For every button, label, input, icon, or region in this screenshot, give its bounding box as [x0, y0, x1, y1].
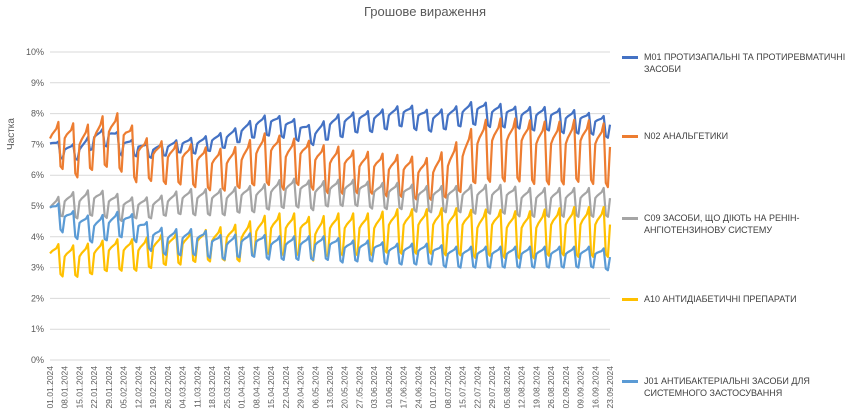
y-tick-label: 10% [26, 47, 44, 57]
y-tick-label: 1% [31, 324, 44, 334]
x-tick-label: 03.06.2024 [369, 366, 379, 409]
y-tick-label: 5% [31, 201, 44, 211]
x-tick-label: 16.09.2024 [590, 366, 600, 409]
x-tick-label: 10.06.2024 [384, 366, 394, 409]
x-tick-label: 08.01.2024 [60, 366, 70, 409]
x-tick-label: 11.03.2024 [192, 366, 202, 408]
x-tick-label: 05.08.2024 [502, 366, 512, 409]
x-tick-label: 29.01.2024 [104, 366, 114, 409]
y-tick-label: 2% [31, 293, 44, 303]
x-tick-label: 01.04.2024 [237, 366, 247, 409]
plot-area: 0% 1% 2% 3% 4% 5% 6% 7% 8% 9% 10% 01.01.2024 08.01.2… [26, 47, 615, 409]
x-tick-label: 05.02.2024 [119, 366, 129, 409]
x-tick-label: 17.06.2024 [399, 366, 409, 409]
y-tick-label: 4% [31, 232, 44, 242]
legend-item: M01 ПРОТИЗАПАЛЬНІ ТА ПРОТИРЕВМАТИЧНІ ЗАС… [622, 51, 846, 75]
series-line [49, 206, 612, 278]
y-tick-label: 6% [31, 170, 44, 180]
x-tick-label: 24.06.2024 [413, 366, 423, 409]
x-tick-label: 23.09.2024 [605, 366, 615, 409]
series-line [49, 202, 612, 272]
legend-label: C09 ЗАСОБИ, ЩО ДІЮТЬ НА РЕНІН-АНГІОТЕНЗИ… [644, 213, 800, 235]
legend-label: M01 ПРОТИЗАПАЛЬНІ ТА ПРОТИРЕВМАТИЧНІ ЗАС… [644, 52, 846, 74]
x-tick-label: 12.02.2024 [133, 366, 143, 409]
x-tick-label: 15.07.2024 [458, 366, 468, 409]
x-tick-label: 01.07.2024 [428, 366, 438, 409]
legend-item: J01 АНТИБАКТЕРІАЛЬНІ ЗАСОБИ ДЛЯ СИСТЕМНО… [622, 375, 846, 399]
legend-item: C09 ЗАСОБИ, ЩО ДІЮТЬ НА РЕНІН-АНГІОТЕНЗИ… [622, 212, 846, 236]
x-tick-label: 26.02.2024 [163, 366, 173, 409]
legend-label: A10 АНТИДІАБЕТИЧНІ ПРЕПАРАТИ [644, 294, 797, 304]
x-tick-label: 08.07.2024 [443, 366, 453, 409]
x-tick-label: 29.07.2024 [487, 366, 497, 409]
x-tick-label: 29.04.2024 [296, 366, 306, 409]
y-tick-label: 3% [31, 263, 44, 273]
x-tick-label: 20.05.2024 [340, 366, 350, 409]
legend-swatch [622, 380, 638, 383]
legend-swatch [622, 217, 638, 220]
series-line [49, 177, 612, 223]
x-tick-label: 25.03.2024 [222, 366, 232, 409]
x-tick-label: 04.03.2024 [178, 366, 188, 409]
x-tick-label: 01.01.2024 [45, 366, 55, 409]
x-tick-label: 12.08.2024 [517, 366, 527, 409]
chart-title: Грошове вираження [364, 4, 486, 19]
x-tick-label: 22.01.2024 [89, 366, 99, 409]
x-tick-label: 02.09.2024 [561, 366, 571, 409]
x-tick-label: 19.08.2024 [531, 366, 541, 409]
legend-swatch [622, 135, 638, 138]
series-line [49, 112, 612, 201]
x-tick-label: 15.04.2024 [266, 366, 276, 409]
legend-item: A10 АНТИДІАБЕТИЧНІ ПРЕПАРАТИ [622, 293, 846, 305]
x-tick-label: 06.05.2024 [310, 366, 320, 409]
legend-label: N02 АНАЛЬГЕТИКИ [644, 131, 729, 141]
x-tick-label: 22.04.2024 [281, 366, 291, 409]
y-tick-label: 0% [31, 355, 44, 365]
legend-swatch [622, 298, 638, 301]
x-tick-label: 22.07.2024 [472, 366, 482, 409]
x-tick-label: 13.05.2024 [325, 366, 335, 409]
legend-label: J01 АНТИБАКТЕРІАЛЬНІ ЗАСОБИ ДЛЯ СИСТЕМНО… [644, 376, 810, 398]
legend-swatch [622, 56, 638, 59]
y-tick-label: 9% [31, 78, 44, 88]
x-tick-label: 08.04.2024 [251, 366, 261, 409]
legend-item: N02 АНАЛЬГЕТИКИ [622, 130, 846, 142]
y-tick-label: 8% [31, 109, 44, 119]
x-tick-label: 09.09.2024 [576, 366, 586, 409]
x-tick-label: 18.03.2024 [207, 366, 217, 409]
x-tick-label: 26.08.2024 [546, 366, 556, 409]
x-tick-label: 27.05.2024 [354, 366, 364, 409]
y-tick-label: 7% [31, 139, 44, 149]
x-tick-label: 19.02.2024 [148, 366, 158, 409]
x-tick-label: 15.01.2024 [74, 366, 84, 409]
legend: M01 ПРОТИЗАПАЛЬНІ ТА ПРОТИРЕВМАТИЧНІ ЗАС… [622, 0, 848, 417]
